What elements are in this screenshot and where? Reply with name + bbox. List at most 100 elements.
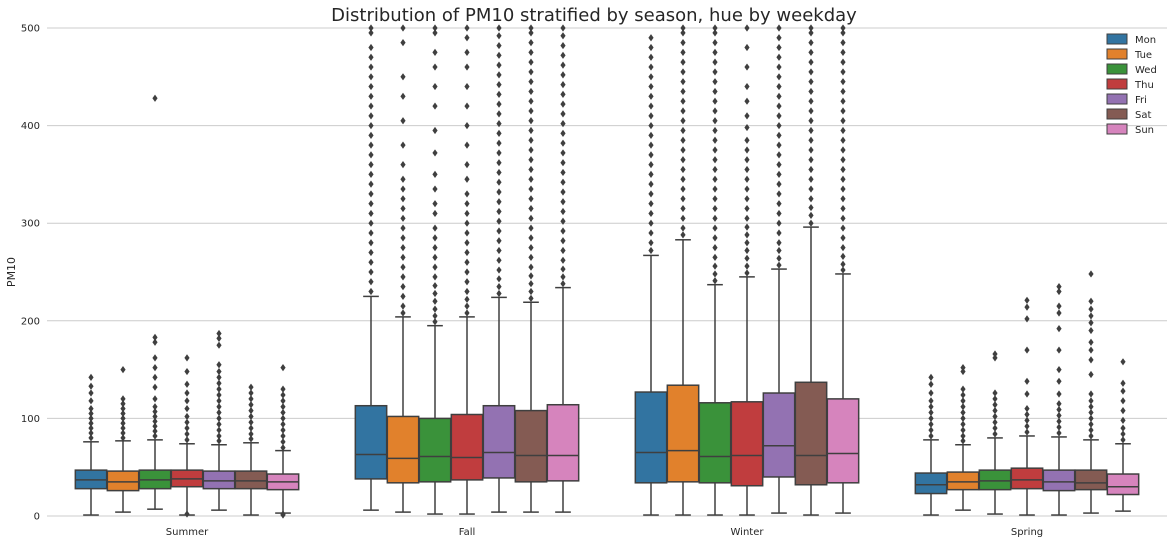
outlier-point: [464, 278, 470, 286]
outlier-point: [280, 426, 286, 434]
outlier-point: [432, 282, 438, 290]
box-winter-sun: [826, 24, 860, 514]
iqr-box: [514, 409, 548, 483]
outlier-point: [560, 51, 566, 59]
iqr-box: [234, 470, 268, 490]
outlier-point: [1056, 377, 1062, 385]
outlier-point: [840, 195, 846, 203]
outlier-point: [152, 94, 158, 102]
outlier-point: [400, 302, 406, 310]
outlier-point: [680, 146, 686, 154]
outlier-point: [152, 403, 158, 411]
outlier-point: [280, 510, 286, 518]
outlier-point: [744, 269, 750, 277]
outlier-point: [648, 161, 654, 169]
outlier-point: [808, 29, 814, 37]
outlier-point: [216, 403, 222, 411]
outlier-point: [840, 224, 846, 232]
box-fall-mon: [354, 24, 388, 511]
outlier-point: [368, 141, 374, 149]
outlier-point: [368, 170, 374, 178]
outlier-point: [184, 424, 190, 432]
outlier-point: [560, 100, 566, 108]
outlier-point: [648, 92, 654, 100]
outlier-point: [280, 444, 286, 452]
outlier-point: [776, 170, 782, 178]
outlier-point: [808, 107, 814, 115]
outlier-point: [1088, 356, 1094, 364]
y-tick-label-5: 500: [21, 24, 40, 35]
outlier-point: [528, 253, 534, 261]
outlier-point: [840, 58, 846, 66]
outlier-point: [496, 159, 502, 167]
outlier-point: [528, 175, 534, 183]
outlier-point: [712, 195, 718, 203]
outlier-point: [1088, 408, 1094, 417]
outlier-point: [184, 367, 190, 376]
outlier-point: [152, 354, 158, 362]
outlier-point: [680, 136, 686, 144]
outlier-point: [680, 87, 686, 96]
outlier-point: [744, 24, 750, 32]
outlier-point: [528, 146, 534, 154]
outlier-point: [648, 73, 654, 81]
outlier-point: [840, 156, 846, 164]
outlier-point: [712, 204, 718, 213]
outlier-point: [152, 333, 158, 341]
outlier-point: [680, 231, 686, 239]
outlier-point: [776, 246, 782, 255]
outlier-point: [712, 48, 718, 56]
legend-label-fri: Fri: [1135, 95, 1147, 106]
outlier-point: [280, 420, 286, 428]
x-tick-label-0: Summer: [166, 527, 209, 538]
box-fall-sun: [546, 24, 580, 513]
outlier-point: [680, 165, 686, 174]
box-fall-wed: [418, 24, 452, 515]
outlier-point: [776, 122, 782, 130]
box-summer-fri: [202, 329, 236, 511]
outlier-point: [120, 395, 126, 403]
outlier-point: [712, 146, 718, 154]
outlier-point: [496, 283, 502, 291]
outlier-point: [280, 414, 286, 422]
outlier-point: [368, 43, 374, 52]
outlier-point: [840, 39, 846, 47]
outlier-point: [184, 436, 190, 444]
outlier-point: [528, 185, 534, 193]
outlier-point: [808, 39, 814, 47]
outlier-point: [1120, 397, 1126, 405]
outlier-point: [776, 102, 782, 110]
outlier-point: [432, 126, 438, 135]
iqr-box: [354, 404, 388, 480]
legend-swatch-wed: [1106, 63, 1128, 75]
outlier-point: [744, 156, 750, 164]
chart-title: Distribution of PM10 stratified by seaso…: [331, 5, 857, 26]
outlier-point: [928, 414, 934, 422]
outlier-point: [400, 244, 406, 252]
legend-swatch-tue: [1106, 48, 1128, 60]
outlier-point: [432, 209, 438, 218]
outlier-point: [464, 209, 470, 218]
outlier-point: [496, 32, 502, 40]
outlier-point: [712, 175, 718, 183]
box-fall-tue: [386, 24, 420, 513]
outlier-point: [184, 389, 190, 397]
y-tick-label-2: 200: [21, 316, 40, 327]
legend-label-mon: Mon: [1135, 35, 1156, 46]
outlier-point: [712, 214, 718, 222]
outlier-point: [744, 223, 750, 231]
outlier-point: [712, 277, 718, 285]
outlier-point: [496, 198, 502, 206]
outlier-point: [744, 123, 750, 132]
outlier-point: [464, 161, 470, 169]
outlier-point: [464, 295, 470, 303]
outlier-point: [248, 412, 254, 421]
outlier-point: [216, 367, 222, 376]
outlier-point: [744, 239, 750, 247]
outlier-point: [152, 417, 158, 425]
outlier-point: [528, 294, 534, 302]
outlier-point: [464, 309, 470, 317]
outlier-point: [1056, 302, 1062, 310]
outlier-point: [840, 214, 846, 222]
outlier-point: [648, 102, 654, 110]
